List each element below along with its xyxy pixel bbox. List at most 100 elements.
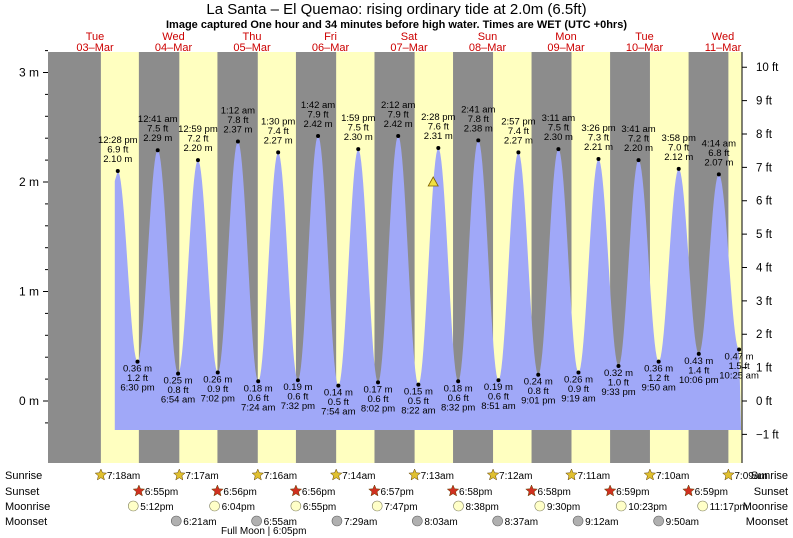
feet-tick-label: 7 ft: [756, 162, 773, 174]
tide-feet-label: 7.5 ft: [147, 124, 168, 135]
sunrise-time: 7:09am: [734, 471, 767, 482]
tide-time-label: 1:30 pm: [261, 116, 295, 127]
tide-feet-label: 7.4 ft: [508, 126, 529, 137]
sunrise-star-icon: [408, 468, 421, 481]
metre-tick-label: 2 m: [19, 175, 39, 189]
tide-feet-label: 1.4 ft: [688, 365, 709, 376]
tide-time-label: 1:12 am: [221, 105, 255, 116]
feet-tick-label: 8 ft: [756, 129, 773, 141]
tide-metre-label: 0.18 m: [244, 383, 273, 394]
tide-points: 12:28 pm6.9 ft2.10 m0.36 m1.2 ft6:30 pm1…: [98, 100, 759, 418]
high-tide-point: 2:57 pm7.4 ft2.27 m: [501, 116, 536, 155]
tide-feet-label: 7.9 ft: [307, 110, 328, 121]
day-date-label: 03–Mar: [76, 42, 114, 54]
tide-dot: [616, 363, 621, 368]
tide-time-label: 4:14 am: [702, 138, 736, 149]
day-name-label: Tue: [635, 31, 654, 43]
tide-metre-label: 0.43 m: [684, 356, 713, 367]
metre-tick-label: 3 m: [19, 66, 39, 80]
tide-metre-label: 2.07 m: [704, 157, 733, 168]
tide-time-label: 7:24 am: [241, 402, 275, 413]
tide-dot: [556, 147, 561, 152]
tide-dot: [256, 379, 261, 384]
astro-row-label-left: Sunrise: [5, 470, 42, 482]
high-tide-point: 1:42 am7.9 ft2.42 m: [301, 100, 335, 139]
tide-feet-label: 7.8 ft: [468, 114, 489, 125]
high-tide-point: 2:28 pm7.6 ft2.31 m: [421, 112, 456, 151]
low-tide-point: 0.24 m0.8 ft9:01 pm: [521, 372, 555, 407]
tide-metre-label: 0.14 m: [324, 388, 353, 399]
tide-dot: [376, 380, 381, 385]
tide-feet-label: 0.6 ft: [448, 393, 469, 404]
tide-metre-label: 0.18 m: [444, 383, 473, 394]
tide-dot: [235, 139, 240, 144]
tide-metre-label: 2.20 m: [624, 143, 653, 154]
moonrise-icon: [615, 500, 627, 512]
tide-metre-label: 0.36 m: [123, 364, 152, 375]
tide-time-label: 12:41 am: [138, 114, 178, 125]
tide-metre-label: 0.36 m: [644, 364, 673, 375]
high-tide-point: 3:11 am7.5 ft2.30 m: [542, 113, 575, 152]
tide-dot: [476, 138, 481, 143]
low-tide-point: 0.25 m0.8 ft6:54 am: [161, 371, 195, 406]
tide-dot: [436, 146, 441, 151]
tide-feet-label: 7.2 ft: [187, 134, 208, 145]
tide-time-label: 3:41 am: [621, 124, 655, 135]
tide-dot: [696, 351, 701, 356]
sunrise-star-icon: [643, 468, 657, 481]
sunrise-star-icon: [172, 468, 186, 481]
tide-dot: [356, 147, 361, 152]
tide-time-label: 2:41 am: [461, 104, 495, 115]
tide-dot: [516, 150, 521, 155]
tide-metre-label: 0.25 m: [164, 376, 193, 387]
tide-time-label: 2:28 pm: [421, 112, 455, 123]
tide-time-label: 1:59 pm: [341, 113, 375, 124]
astro-row-label-left: Sunset: [5, 486, 39, 498]
sunset-time: 6:55pm: [145, 487, 178, 498]
tide-time-label: 7:32 pm: [281, 401, 315, 412]
moonset-time: 7:29am: [344, 517, 377, 528]
moonrise-time: 7:47pm: [384, 502, 417, 513]
day-date-label: 09–Mar: [547, 42, 585, 54]
tide-feet-label: 1.2 ft: [127, 373, 148, 384]
sunset-time: 6:58pm: [459, 487, 492, 498]
metre-tick-label: 0 m: [19, 394, 39, 408]
sunset-time: 6:56pm: [223, 487, 256, 498]
moonset-time: 6:55am: [264, 517, 297, 528]
sunset-time: 6:59pm: [695, 487, 728, 498]
tide-metre-label: 2.37 m: [223, 124, 252, 135]
day-name-label: Wed: [162, 31, 184, 43]
metre-axis: 3 m 2 m 1 m 0 m: [19, 50, 48, 424]
sunset-star-icon: [211, 484, 224, 497]
moonset-time: 8:37am: [505, 517, 538, 528]
sunrise-time: 7:10am: [656, 471, 689, 482]
tide-feet-label: 0.9 ft: [568, 384, 589, 395]
tide-metre-label: 2.12 m: [664, 152, 693, 163]
feet-tick-label: 5 ft: [756, 229, 773, 241]
tide-dot: [716, 172, 721, 177]
tide-feet-label: 0.9 ft: [207, 384, 228, 395]
tide-dot: [456, 379, 461, 384]
day-date-label: 11–Mar: [705, 42, 742, 54]
high-tide-point: 4:14 am6.8 ft2.07 m: [702, 138, 736, 177]
tide-dot: [135, 359, 140, 364]
moonset-time: 9:12am: [585, 517, 618, 528]
tide-time-label: 6:30 pm: [120, 383, 154, 394]
tide-feet-label: 0.5 ft: [328, 397, 349, 408]
high-tide-point: 12:28 pm6.9 ft2.10 m: [98, 135, 138, 174]
tide-time-label: 8:02 pm: [361, 403, 395, 414]
day-date-label: 05–Mar: [233, 42, 271, 54]
tide-dot: [155, 148, 160, 153]
tide-dot: [115, 169, 120, 174]
moonrise-icon: [453, 500, 464, 512]
day-labels: Tue03–MarWed04–MarThu05–MarFri06–MarSat0…: [76, 31, 741, 54]
tide-dot: [576, 370, 581, 375]
tide-time-label: 9:50 am: [641, 383, 675, 394]
sunrise-star-icon: [722, 468, 735, 481]
tide-metre-label: 0.47 m: [725, 352, 754, 363]
tide-time-label: 1:42 am: [301, 100, 335, 111]
moonrise-time: 9:30pm: [547, 502, 580, 513]
tide-metre-label: 0.15 m: [404, 387, 433, 398]
tide-feet-label: 7.9 ft: [388, 110, 409, 121]
